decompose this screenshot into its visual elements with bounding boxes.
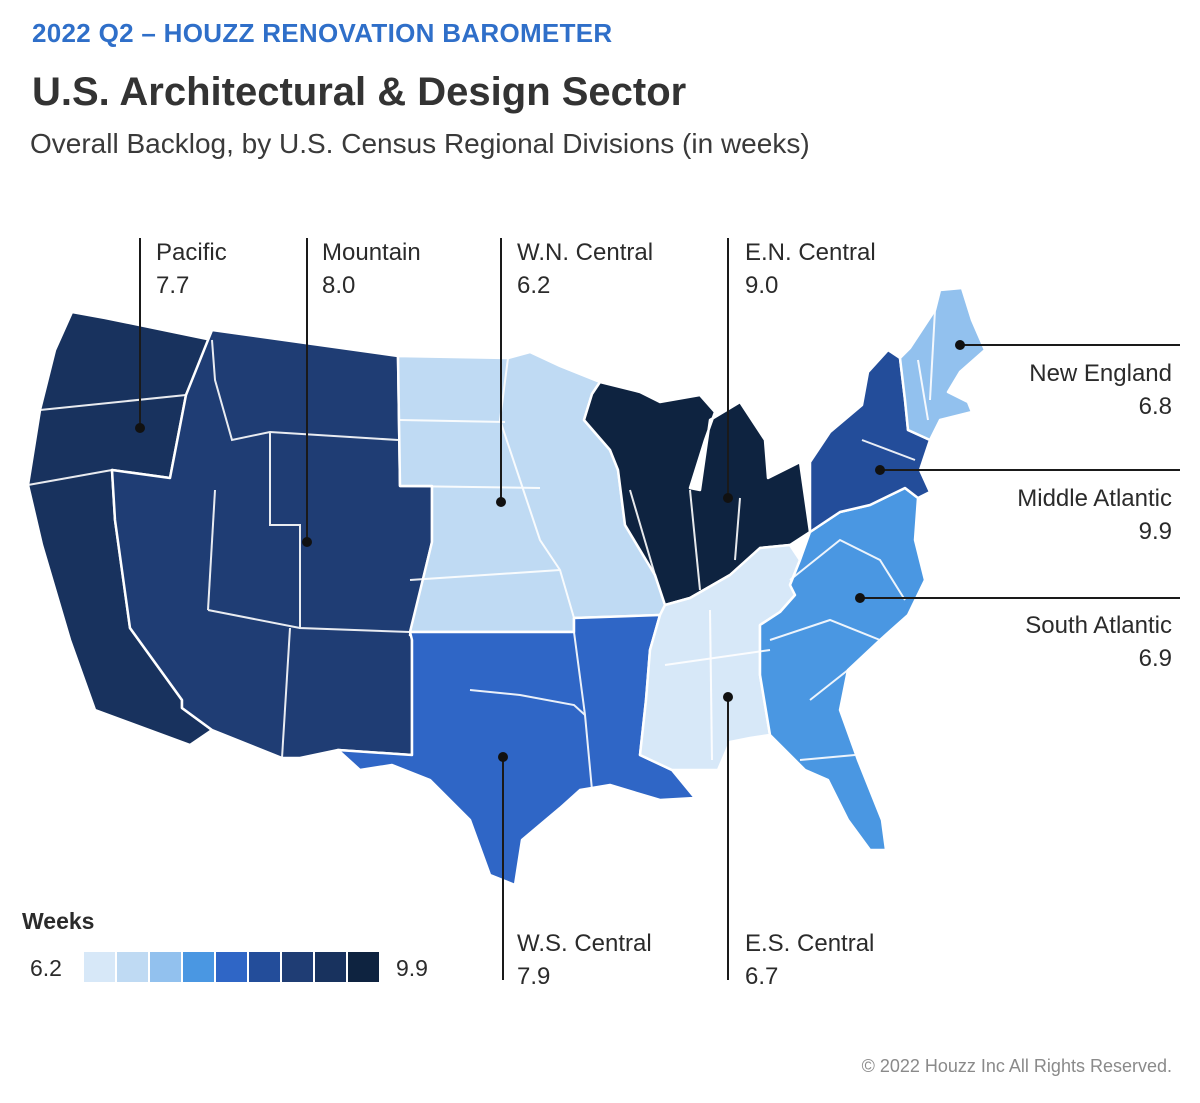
- legend-swatch: [216, 952, 247, 982]
- legend-swatch: [183, 952, 214, 982]
- label-ws-central-value: 7.9: [517, 963, 551, 990]
- label-middle-atlantic-value: 9.9: [1138, 518, 1172, 545]
- label-middle-atlantic-name: Middle Atlantic: [1017, 485, 1172, 512]
- legend-swatch: [249, 952, 280, 982]
- label-es-central-name: E.S. Central: [745, 930, 875, 957]
- report-kicker: 2022 Q2 – HOUZZ RENOVATION BAROMETER: [32, 18, 613, 48]
- label-mountain-value: 8.0: [322, 272, 356, 299]
- label-en-central: E.N. Central 9.0: [745, 236, 876, 302]
- label-wn-central-value: 6.2: [517, 272, 551, 299]
- label-south-atlantic: South Atlantic 6.9: [1025, 609, 1172, 675]
- legend-title: Weeks: [22, 908, 95, 934]
- legend-swatch: [150, 952, 181, 982]
- label-mountain-name: Mountain: [322, 239, 421, 266]
- legend-swatch: [282, 952, 313, 982]
- label-south-atlantic-name: South Atlantic: [1025, 612, 1172, 639]
- label-en-central-name: E.N. Central: [745, 239, 876, 266]
- legend-min-value: 6.2: [30, 955, 62, 981]
- label-south-atlantic-value: 6.9: [1138, 645, 1172, 672]
- label-en-central-value: 9.0: [745, 272, 779, 299]
- label-ws-central-name: W.S. Central: [517, 930, 652, 957]
- legend-swatch: [348, 952, 379, 982]
- page-title: U.S. Architectural & Design Sector: [32, 70, 687, 114]
- legend-swatch: [117, 952, 148, 982]
- legend-color-scale: [84, 952, 379, 982]
- label-es-central: E.S. Central 6.7: [745, 927, 874, 993]
- legend-swatch: [84, 952, 115, 982]
- label-wn-central-name: W.N. Central: [517, 239, 654, 266]
- label-pacific-value: 7.7: [156, 272, 190, 299]
- copyright-notice: © 2022 Houzz Inc All Rights Reserved.: [861, 1056, 1172, 1076]
- label-pacific: Pacific 7.7: [156, 236, 227, 302]
- state-borders: [27, 309, 936, 791]
- legend-swatch: [315, 952, 346, 982]
- leader-dots: [135, 340, 965, 762]
- leader-lines: [139, 238, 1180, 980]
- label-new-england: New England 6.8: [1029, 357, 1172, 423]
- label-new-england-name: New England: [1029, 360, 1172, 387]
- legend-max-value: 9.9: [396, 955, 428, 981]
- label-ws-central: W.S. Central 7.9: [517, 927, 652, 993]
- page-subtitle: Overall Backlog, by U.S. Census Regional…: [30, 128, 810, 159]
- label-mountain: Mountain 8.0: [322, 236, 421, 302]
- label-new-england-value: 6.8: [1138, 393, 1172, 420]
- label-es-central-value: 6.7: [745, 963, 779, 990]
- region-new-england: [898, 286, 987, 442]
- region-en-central: [582, 380, 812, 607]
- label-middle-atlantic: Middle Atlantic 9.9: [1017, 482, 1172, 548]
- label-wn-central: W.N. Central 6.2: [517, 236, 653, 302]
- label-pacific-name: Pacific: [156, 239, 227, 266]
